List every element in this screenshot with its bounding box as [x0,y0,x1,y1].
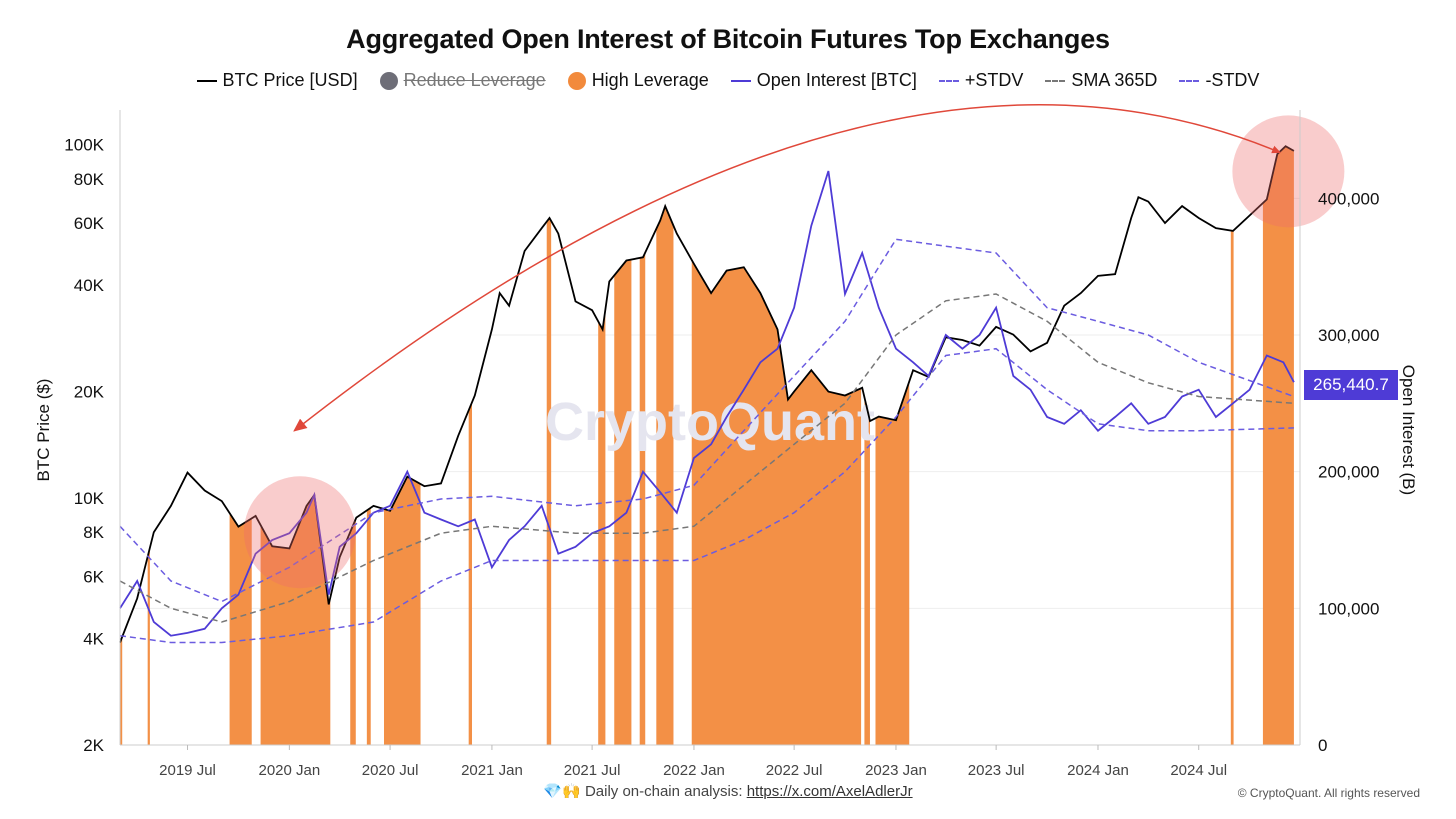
left-axis-title: BTC Price ($) [34,378,53,482]
legend-label: High Leverage [591,70,709,90]
x-tick-label: 2020 Jan [258,762,320,779]
left-tick-label: 100K [64,136,104,155]
solid-line-icon [196,79,217,82]
x-tick-label: 2023 Jan [865,762,927,779]
copyright: © CryptoQuant. All rights reserved [1237,786,1420,800]
high-leverage-bar [598,130,606,745]
dashed-line-icon [1045,79,1066,82]
bar-clip-mask [120,125,1300,643]
right-axis-title: Open Interest (B) [1399,364,1418,496]
high-leverage-bars [120,125,1300,745]
left-tick-label: 60K [74,214,105,233]
legend-item-high-leverage[interactable]: High Leverage [567,70,709,91]
left-tick-label: 2K [83,736,104,755]
legend-label: Open Interest [BTC] [756,70,917,90]
watermark: CryptoQuant [545,392,875,452]
x-tick-label: 2021 Jan [461,762,523,779]
high-leverage-bar [1262,130,1294,745]
legend-item-stdv[interactable]: -STDV [1179,70,1259,91]
legend: BTC Price [USD] Reduce Leverage High Lever… [0,70,1456,91]
footer: 💎🙌 Daily on-chain analysis: https://x.co… [0,782,1456,800]
series-line-stdv [119,347,1294,644]
x-tick-label: 2023 Jul [968,762,1025,779]
high-leverage-bar [1230,130,1234,745]
x-tick-label: 2021 Jul [564,762,621,779]
legend-item-sma-365d[interactable]: SMA 365D [1045,70,1157,91]
solid-line-icon [730,79,751,82]
circle-icon [379,71,398,90]
highlight-circle [1232,115,1345,228]
left-tick-label: 8K [83,523,104,542]
left-tick-label: 4K [83,630,104,649]
chart-title: Aggregated Open Interest of Bitcoin Futu… [346,24,1110,54]
x-tick-label: 2020 Jul [362,762,419,779]
axes: 2K 4K 6K 8K 10K 20K 40K 60K 80K 100K 0 100,000 200,0… [64,110,1379,779]
legend-item-btc-price-usd[interactable]: BTC Price [USD] [196,70,358,91]
right-tick-label: 100,000 [1318,599,1379,618]
legend-item-open-interest-btc[interactable]: Open Interest [BTC] [730,70,917,91]
x-tick-label: 2022 Jan [663,762,725,779]
legend-label: BTC Price [USD] [222,70,358,90]
footer-link[interactable]: https://x.com/AxelAdlerJr [746,783,913,800]
right-tick-label: 0 [1318,736,1327,755]
high-leverage-bar [546,130,552,745]
series-line-btc-price-usd [119,145,1295,643]
x-tick-label: 2024 Jan [1067,762,1129,779]
dashed-line-icon [1179,79,1200,82]
legend-label: Reduce Leverage [403,70,546,90]
legend-item-stdv[interactable]: +STDV [938,70,1024,91]
highlight-circle [243,476,356,589]
high-leverage-bar [656,130,674,745]
legend-label: SMA 365D [1071,70,1158,90]
high-leverage-bar [864,130,870,745]
left-tick-label: 6K [83,567,104,586]
x-tick-label: 2024 Jul [1170,762,1227,779]
left-tick-label: 40K [74,276,105,295]
right-tick-label: 300,000 [1318,326,1379,345]
left-tick-label: 80K [74,170,105,189]
legend-label: -STDV [1205,70,1260,90]
footer-emoji: 💎🙌 [543,783,581,800]
high-leverage-bar [614,130,632,745]
footer-text: Daily on-chain analysis: [584,783,743,800]
annotations [243,104,1345,589]
dashed-line-icon [938,79,959,82]
x-tick-label: 2019 Jul [159,762,216,779]
series-line-open-interest-btc [119,170,1295,637]
legend-item-reduce-leverage[interactable]: Reduce Leverage [379,70,546,91]
legend-label: +STDV [964,70,1024,90]
right-tick-label: 200,000 [1318,463,1379,482]
circle-icon [567,71,586,90]
high-leverage-bar [639,130,646,745]
series-lines [119,145,1295,644]
left-tick-label: 20K [74,383,105,402]
x-tick-label: 2022 Jul [766,762,823,779]
series-line-sma-365d [119,293,1294,623]
current-value-badge: 265,440.7 [1304,370,1398,400]
series-line-stdv [119,238,1295,603]
left-tick-label: 10K [74,489,105,508]
trend-arrow [293,104,1281,432]
right-tick-label: 400,000 [1318,189,1379,208]
high-leverage-bar [468,130,473,745]
